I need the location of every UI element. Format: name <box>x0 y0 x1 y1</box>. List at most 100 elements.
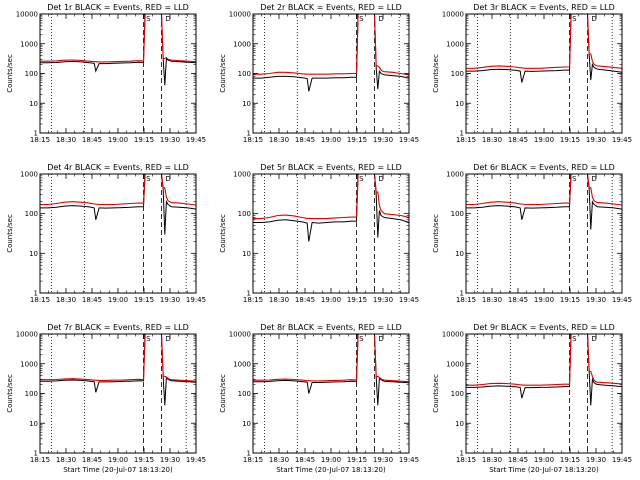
x-tick-label: 19:45 <box>399 136 419 144</box>
detector-plot-1: Det 1r BLACK = Events, RED = LLD S D 1 10 100… <box>6 3 206 144</box>
y-tick-label: 1 <box>460 130 464 138</box>
plot-series-group <box>466 174 622 230</box>
y-tick-label: 1 <box>247 450 251 458</box>
x-tick-label: 19:15 <box>560 456 580 464</box>
x-axis-label: Start Time (20-Jul-07 18:13:20) <box>276 466 386 474</box>
plot-title: Det 3r BLACK = Events, RED = LLD <box>473 3 615 12</box>
x-tick-label: 19:15 <box>347 456 367 464</box>
plot-frame <box>465 13 623 134</box>
x-tick-label: 18:30 <box>56 456 76 464</box>
x-tick-label: 18:45 <box>82 296 102 304</box>
x-tick-label: 19:00 <box>534 456 554 464</box>
y-tick-label: 1 <box>460 290 464 298</box>
x-tick-label: 18:15 <box>243 136 263 144</box>
plot-title: Det 9r BLACK = Events, RED = LLD <box>473 323 615 332</box>
detector-panel-6: Det 6r BLACK = Events, RED = LLD S D 1 10 100… <box>426 160 639 320</box>
y-tick-label: 1 <box>34 290 38 298</box>
detector-plot-2: Det 2r BLACK = Events, RED = LLD S D 1 10 100… <box>219 3 419 144</box>
y-tick-label: 10 <box>29 250 38 258</box>
x-tick-label: 19:45 <box>399 456 419 464</box>
marker-label: D <box>591 15 596 23</box>
y-tick-label: 10000 <box>442 11 464 19</box>
plot-frame <box>465 173 623 294</box>
detector-panel-1: Det 1r BLACK = Events, RED = LLD S D 1 10 100… <box>0 0 213 160</box>
plot-frame <box>252 173 410 294</box>
plot-series-group <box>466 334 622 406</box>
y-tick-label: 10 <box>242 100 251 108</box>
x-tick-label: 19:00 <box>108 456 128 464</box>
x-tick-label: 19:45 <box>612 136 632 144</box>
x-tick-label: 19:00 <box>534 296 554 304</box>
x-tick-label: 18:30 <box>482 456 502 464</box>
y-tick-label: 10 <box>29 420 38 428</box>
plot-title: Det 6r BLACK = Events, RED = LLD <box>473 163 615 172</box>
y-tick-label: 1000 <box>20 360 38 368</box>
x-tick-label: 18:15 <box>30 296 50 304</box>
y-tick-label: 100 <box>451 70 464 78</box>
x-tick-label: 19:45 <box>186 136 206 144</box>
detector-panel-7: Det 7r BLACK = Events, RED = LLD S D 1 10 100… <box>0 320 213 480</box>
y-tick-label: 1000 <box>20 40 38 48</box>
x-tick-label: 18:30 <box>482 296 502 304</box>
y-tick-label: 10 <box>455 420 464 428</box>
y-tick-label: 1 <box>34 130 38 138</box>
y-tick-label: 100 <box>451 390 464 398</box>
x-tick-label: 19:30 <box>160 456 180 464</box>
y-tick-label: 1000 <box>233 40 251 48</box>
red-lld-series <box>466 334 622 386</box>
x-tick-label: 18:15 <box>30 136 50 144</box>
x-tick-label: 18:30 <box>269 296 289 304</box>
y-tick-label: 10000 <box>16 331 38 339</box>
y-tick-label: 100 <box>238 210 251 218</box>
y-axis-label: Counts/sec <box>6 214 14 253</box>
marker-label: D <box>591 335 596 343</box>
plot-frame <box>39 333 197 454</box>
detector-panel-2: Det 2r BLACK = Events, RED = LLD S D 1 10 100… <box>213 0 426 160</box>
plot-series-group <box>40 14 196 86</box>
y-axis-label: Counts/sec <box>219 54 227 93</box>
y-tick-label: 10000 <box>229 11 251 19</box>
x-tick-label: 19:45 <box>399 296 419 304</box>
black-events-series <box>466 14 622 83</box>
x-tick-label: 18:45 <box>295 136 315 144</box>
detector-plot-6: Det 6r BLACK = Events, RED = LLD S D 1 10 100… <box>432 163 632 304</box>
x-tick-label: 18:30 <box>269 136 289 144</box>
x-tick-label: 19:00 <box>321 296 341 304</box>
y-tick-label: 1000 <box>233 360 251 368</box>
x-tick-label: 18:15 <box>456 456 476 464</box>
x-tick-label: 19:30 <box>160 136 180 144</box>
y-tick-label: 1 <box>247 130 251 138</box>
plot-title: Det 7r BLACK = Events, RED = LLD <box>47 323 189 332</box>
x-tick-label: 18:45 <box>295 296 315 304</box>
marker-label: D <box>591 175 596 183</box>
x-tick-label: 19:30 <box>586 456 606 464</box>
x-axis-label: Start Time (20-Jul-07 18:13:20) <box>63 466 173 474</box>
detector-plot-8: Det 8r BLACK = Events, RED = LLD S D 1 10 100… <box>219 323 419 474</box>
x-tick-label: 19:00 <box>321 456 341 464</box>
x-tick-label: 18:45 <box>508 456 528 464</box>
red-lld-series <box>40 174 196 206</box>
x-tick-label: 19:30 <box>373 296 393 304</box>
x-tick-label: 19:30 <box>586 136 606 144</box>
red-lld-series <box>40 14 196 63</box>
x-tick-label: 18:30 <box>56 296 76 304</box>
x-tick-label: 19:45 <box>612 456 632 464</box>
marker-label: S <box>359 175 364 183</box>
x-tick-label: 18:45 <box>295 456 315 464</box>
x-tick-label: 19:30 <box>586 296 606 304</box>
y-tick-label: 1000 <box>446 360 464 368</box>
y-tick-label: 10000 <box>442 331 464 339</box>
x-tick-label: 19:15 <box>134 456 154 464</box>
detector-panel-8: Det 8r BLACK = Events, RED = LLD S D 1 10 100… <box>213 320 426 480</box>
x-tick-label: 18:30 <box>482 136 502 144</box>
y-axis-label: Counts/sec <box>219 374 227 413</box>
x-tick-label: 19:00 <box>534 136 554 144</box>
red-lld-series <box>253 14 409 76</box>
y-tick-label: 10 <box>29 100 38 108</box>
detector-panel-5: Det 5r BLACK = Events, RED = LLD S D 1 10 100… <box>213 160 426 320</box>
y-tick-label: 10 <box>242 420 251 428</box>
plot-frame <box>39 173 197 294</box>
marker-label: S <box>572 335 577 343</box>
x-tick-label: 19:00 <box>108 136 128 144</box>
